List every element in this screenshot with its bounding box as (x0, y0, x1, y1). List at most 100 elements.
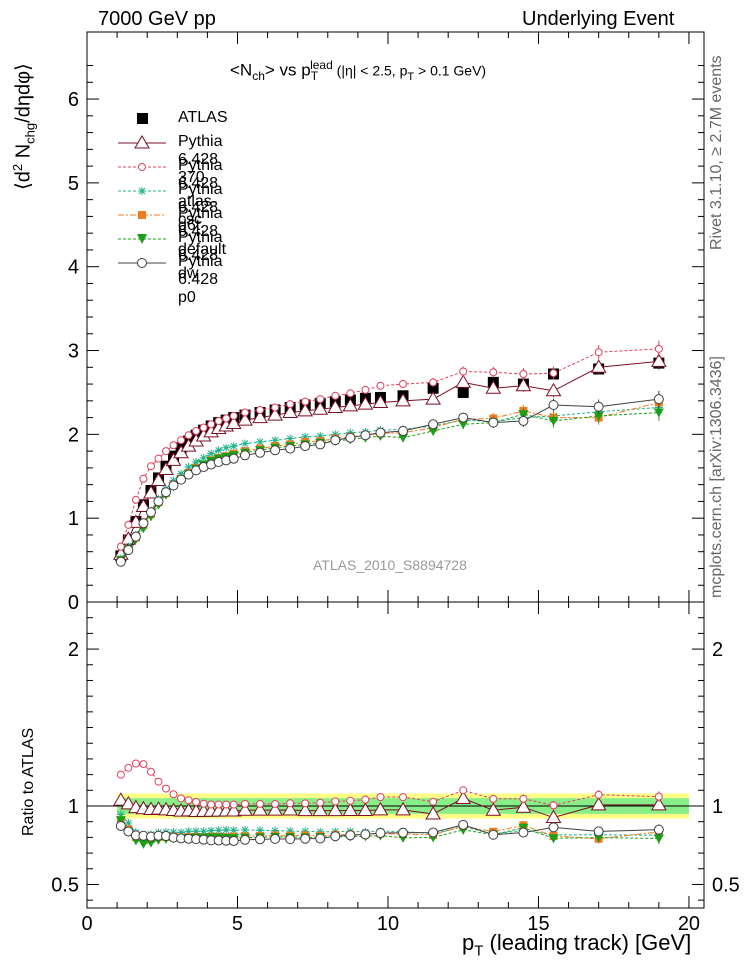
point-p0 (300, 441, 311, 452)
legend-marker-p0 (118, 258, 166, 268)
ratio-point-p0 (488, 829, 499, 840)
ratio-point-atlascsc (301, 799, 310, 808)
point-p0 (518, 415, 529, 426)
point-d6t (207, 449, 216, 458)
point-p0 (161, 487, 172, 498)
point-atlascsc (654, 344, 663, 353)
ratio-point-p370 (650, 796, 667, 811)
ratio-point-p370 (120, 795, 137, 810)
series-line-dw (120, 412, 659, 561)
main-y-tick-label: 6 (68, 89, 79, 111)
ratio-point-atlascsc (549, 801, 558, 810)
ratio-point-p0 (255, 834, 266, 845)
ratio-point-p370 (485, 802, 502, 816)
point-p370 (158, 461, 174, 476)
point-dw (548, 416, 559, 426)
legend-marker-d6t (118, 187, 166, 195)
legend-marker-default (118, 211, 166, 219)
point-p370 (267, 407, 283, 421)
main-frame (86, 31, 705, 603)
ratio-point-atlascsc (594, 790, 603, 799)
point-dw (593, 411, 604, 421)
point-atlascsc (162, 447, 171, 456)
ratio-point-dw (548, 834, 559, 844)
point-dw (518, 410, 529, 420)
ratio-point-d6t (199, 827, 208, 836)
ratio-point-d6t (169, 828, 178, 837)
point-atlascsc (131, 495, 140, 504)
point-p370 (342, 397, 359, 412)
ratio-point-p0 (315, 833, 326, 844)
ratio-point-p370 (590, 796, 607, 811)
ratio-point-d6t (256, 826, 265, 835)
ratio-point-p0 (285, 834, 296, 845)
point-p0 (285, 443, 296, 454)
ratio-point-p0 (330, 831, 341, 842)
ratio-point-atlascsc (429, 797, 438, 806)
point-d6t (229, 442, 238, 451)
ratio-point-atlascsc (271, 799, 280, 808)
ratio-point-atlascsc (199, 799, 208, 808)
point-d6t (214, 446, 223, 455)
ratio-point-atlascsc (459, 786, 468, 795)
point-atlascsc (139, 474, 148, 483)
point-p0 (315, 439, 326, 450)
legend-item-d6t: Pythia 6.428 d6t (112, 179, 222, 234)
ratio-point-atlascsc (331, 797, 340, 806)
ratio-point-p370 (515, 799, 532, 813)
ratio-y-tick-label-right: 1 (712, 796, 723, 818)
ratio-point-atlascsc (346, 796, 355, 805)
ratio-point-atlascsc (192, 798, 201, 807)
ratio-point-dw (115, 816, 126, 826)
point-atlascsc (271, 403, 280, 412)
point-atlascsc (316, 395, 325, 404)
point-dw (398, 433, 409, 443)
main-y-tick-label: 0 (68, 592, 79, 614)
point-p0 (345, 432, 356, 443)
point-p370 (143, 485, 159, 499)
point-p370 (252, 409, 268, 424)
x-axis-label: pT (leading track) [GeV] (462, 930, 692, 960)
main-y-tick-label: 4 (68, 257, 79, 279)
ratio-point-d6t (184, 827, 193, 836)
point-p370 (455, 374, 472, 388)
ratio-point-atlascsc (116, 770, 125, 779)
ratio-point-atlascsc (519, 794, 528, 803)
ratio-point-d6t (207, 826, 216, 835)
ratio-point-d6t (214, 826, 223, 835)
legend-item-370: Pythia 6.428 370 (112, 131, 222, 186)
point-atlascsc (376, 381, 385, 390)
ratio-point-d6t (116, 810, 125, 819)
header-right: Underlying Event (522, 8, 675, 30)
ratio-point-d6t (301, 827, 310, 836)
point-atlascsc (429, 378, 438, 387)
point-atlascsc (177, 436, 186, 445)
point-d6t (169, 476, 178, 485)
point-atlascsc (346, 389, 355, 398)
point-p0 (653, 394, 664, 405)
ratio-point-atlascsc (241, 799, 250, 808)
point-d6t (241, 439, 250, 448)
point-p0 (153, 496, 164, 507)
point-atlascsc (146, 462, 155, 471)
point-atlascsc (241, 408, 250, 417)
point-d6t (222, 443, 231, 452)
ratio-point-p370 (312, 802, 329, 817)
point-ATLAS (457, 386, 469, 398)
ratio-point-p370 (455, 790, 472, 804)
point-p0 (130, 531, 141, 542)
point-p0 (168, 480, 179, 491)
point-p370 (173, 444, 189, 459)
point-atlascsc (331, 391, 340, 400)
point-atlascsc (184, 431, 193, 440)
legend-item-p0: Pythia 6.428 p0 (112, 251, 222, 306)
legend-item-atlas-csc: Pythia 6.428 atlas-csc (112, 155, 222, 228)
point-atlascsc (459, 367, 468, 376)
ratio-point-atlascsc (177, 794, 186, 803)
point-p370 (225, 415, 242, 429)
ratio-y-tick-label: 1 (68, 796, 79, 818)
ratio-point-d6t (177, 828, 186, 837)
point-d6t (301, 432, 310, 441)
point-d6t (316, 432, 325, 441)
header-left: 7000 GeV pp (98, 8, 216, 30)
